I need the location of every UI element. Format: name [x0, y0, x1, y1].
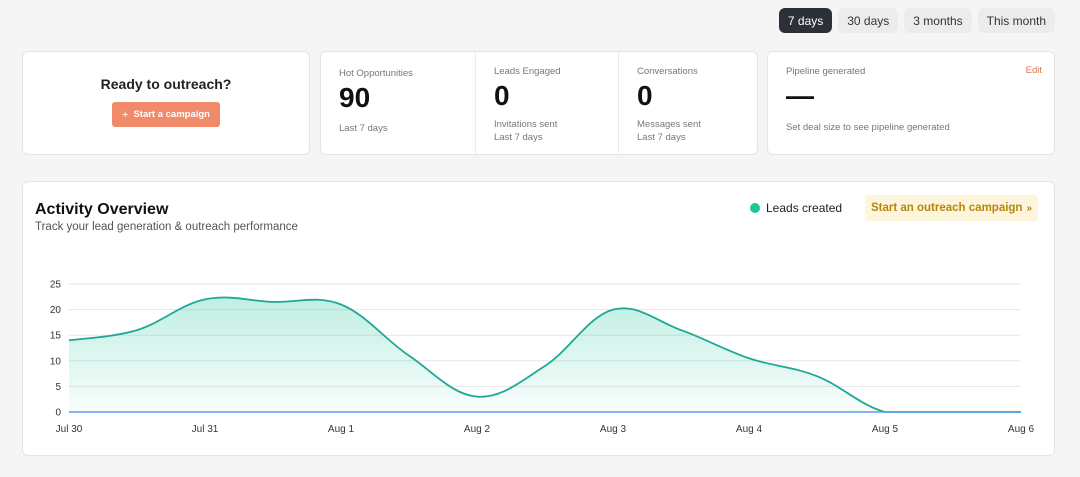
ready-title: Ready to outreach?	[100, 76, 232, 92]
stats-card: Hot Opportunities 90 Last 7 days Leads E…	[320, 51, 758, 155]
stat-leads-engaged: Leads Engaged 0 Invitations sent Last 7 …	[475, 52, 618, 154]
pipeline-value: —	[786, 80, 814, 111]
activity-subtitle: Track your lead generation & outreach pe…	[35, 221, 298, 233]
period-30-days[interactable]: 30 days	[838, 8, 899, 33]
stat-sub: Last 7 days	[339, 123, 388, 134]
x-tick-label: Aug 4	[736, 424, 763, 435]
period-7-days[interactable]: 7 days	[778, 8, 833, 33]
x-tick-label: Aug 3	[600, 424, 627, 435]
stat-label: Hot Opportunities	[339, 68, 413, 79]
activity-chart: 0 5 10 15 20 25 Jul 30 Jul 31 Aug 1 Aug 2 Aug 3 Aug…	[50, 280, 1035, 436]
period-this-month[interactable]: This month	[977, 8, 1055, 33]
series-area	[69, 297, 1021, 412]
y-tick-label: 10	[50, 356, 62, 367]
double-chevron-right-icon: »	[1026, 202, 1033, 214]
x-tick-label: Aug 1	[328, 424, 355, 435]
y-tick-label: 5	[55, 382, 61, 393]
activity-title: Activity Overview	[35, 201, 169, 218]
pipeline-label: Pipeline generated	[786, 66, 866, 77]
stat-sub: Invitations sent	[494, 119, 558, 130]
pipeline-card: Pipeline generated — Set deal size to se…	[767, 51, 1055, 155]
stat-value: 0	[494, 80, 510, 111]
outreach-label: Start an outreach campaign	[871, 202, 1023, 214]
stat-label: Leads Engaged	[494, 66, 561, 77]
stat-label: Conversations	[637, 66, 698, 77]
stat-sub: Last 7 days	[494, 132, 543, 143]
x-tick-label: Aug 2	[464, 424, 491, 435]
ready-card: Ready to outreach? + Start a campaign	[22, 51, 310, 155]
edit-link[interactable]: Edit	[1025, 65, 1042, 76]
legend-label: Leads created	[766, 201, 843, 215]
stat-value: 90	[339, 82, 371, 113]
y-tick-label: 15	[50, 331, 62, 342]
stat-sub: Messages sent	[637, 119, 701, 130]
legend-dot-icon	[750, 203, 760, 213]
period-selector: 7 days 30 days 3 months This month	[778, 8, 1055, 33]
start-outreach-button[interactable]: Start an outreach campaign »	[865, 195, 1039, 221]
x-tick-label: Aug 5	[872, 424, 899, 435]
y-tick-label: 0	[55, 408, 61, 419]
stat-sub: Last 7 days	[637, 132, 686, 143]
stat-value: 0	[637, 80, 653, 111]
stat-conversations: Conversations 0 Messages sent Last 7 day…	[618, 52, 757, 154]
y-tick-label: 20	[50, 305, 62, 316]
period-3-months[interactable]: 3 months	[904, 8, 972, 33]
series-line-leads-created	[68, 296, 1021, 413]
x-tick-label: Aug 6	[1008, 424, 1035, 435]
x-tick-label: Jul 31	[192, 424, 219, 435]
y-tick-label: 25	[50, 280, 62, 291]
plus-icon: +	[122, 108, 129, 121]
start-campaign-label: Start a campaign	[133, 109, 210, 120]
start-campaign-button[interactable]: + Start a campaign	[112, 102, 220, 127]
chart-legend: Leads created	[750, 201, 842, 215]
x-tick-label: Jul 30	[56, 424, 83, 435]
activity-card: 0 5 10 15 20 25 Jul 30 Jul 31 Aug 1 Aug 2 Aug 3 Aug…	[22, 181, 1055, 456]
pipeline-sub: Set deal size to see pipeline generated	[786, 122, 950, 133]
stat-hot-opportunities: Hot Opportunities 90 Last 7 days	[321, 52, 475, 154]
